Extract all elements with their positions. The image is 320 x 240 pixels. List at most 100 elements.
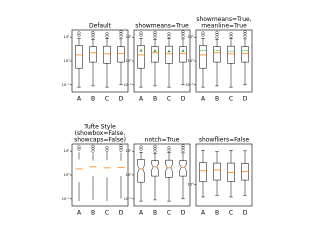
flier <box>153 146 157 150</box>
flier <box>105 34 109 38</box>
y-tick-label: 10¹ <box>64 35 70 39</box>
flier <box>181 146 185 150</box>
flier <box>201 31 205 35</box>
x-tick-label: C <box>105 96 109 103</box>
chart-title: notch=True <box>145 137 180 144</box>
box <box>151 160 159 177</box>
chart-title: showcaps=False) <box>74 137 126 144</box>
flier <box>105 146 109 150</box>
chart-title: Tufte Style <box>83 124 116 131</box>
x-tick-label: D <box>181 96 186 103</box>
x-tick-label: B <box>215 210 219 217</box>
flier <box>139 31 143 35</box>
box <box>213 162 221 181</box>
flier <box>153 144 157 148</box>
y-tick-label: 10⁰ <box>126 59 132 63</box>
box <box>117 46 125 63</box>
flier <box>181 34 185 38</box>
x-tick-label: B <box>91 96 95 103</box>
flier <box>181 30 185 34</box>
flier <box>153 35 157 39</box>
flier <box>153 149 157 153</box>
flier <box>91 146 95 150</box>
flier <box>229 34 233 38</box>
flier <box>167 32 171 36</box>
chart-title: showmeans=True <box>135 23 189 30</box>
flier <box>119 144 123 148</box>
flier <box>105 148 109 152</box>
flier <box>77 145 81 149</box>
flier <box>201 33 205 37</box>
x-tick-label: B <box>153 96 157 103</box>
flier <box>119 148 123 152</box>
box <box>199 45 207 69</box>
y-tick-label: 10¹ <box>126 35 132 39</box>
box <box>165 159 173 178</box>
flier <box>77 31 81 35</box>
flier <box>167 146 171 150</box>
flier <box>167 148 171 152</box>
flier <box>215 35 219 39</box>
flier <box>91 32 95 36</box>
box <box>227 45 235 64</box>
y-tick-label: 10⁻¹ <box>124 83 132 87</box>
box <box>75 45 83 69</box>
flier <box>119 30 123 34</box>
flier <box>167 34 171 38</box>
box <box>137 45 145 69</box>
x-tick-label: D <box>119 210 124 217</box>
x-tick-label: C <box>229 96 233 103</box>
x-tick-label: C <box>229 210 233 217</box>
chart-title: Default <box>89 23 112 30</box>
x-tick-label: A <box>77 210 82 217</box>
x-tick-label: B <box>215 96 219 103</box>
mean-marker <box>139 48 143 52</box>
chart-title: showfliers=False <box>199 137 250 144</box>
flier <box>243 32 247 36</box>
flier <box>119 146 123 150</box>
flier <box>139 147 143 151</box>
flier <box>119 34 123 38</box>
flier <box>77 147 81 151</box>
box <box>89 46 97 63</box>
y-tick-label: 10⁻¹ <box>62 83 70 87</box>
box <box>241 46 249 63</box>
chart-title: meanline=True <box>201 23 247 30</box>
y-tick-label: 10¹ <box>188 35 194 39</box>
box <box>213 46 221 63</box>
y-tick-label: 10⁰ <box>188 59 194 63</box>
x-tick-label: A <box>139 210 144 217</box>
x-tick-label: B <box>153 210 157 217</box>
x-tick-label: C <box>167 210 171 217</box>
y-tick-label: 10⁰ <box>64 59 70 63</box>
page: {"chart_data": [ {"type": "boxplot", "ti… <box>61 16 253 217</box>
x-tick-label: D <box>181 210 186 217</box>
flier <box>153 30 157 34</box>
flier <box>215 30 219 34</box>
box <box>137 159 145 183</box>
flier <box>77 33 81 37</box>
y-tick-label: 10⁻¹ <box>62 197 70 201</box>
x-tick-label: A <box>201 96 206 103</box>
flier <box>181 144 185 148</box>
box <box>151 46 159 63</box>
y-tick-label: 10⁻¹ <box>124 197 132 201</box>
y-tick-label: 10⁻¹ <box>186 83 194 87</box>
x-tick-label: A <box>77 96 82 103</box>
axes-frame <box>71 29 129 93</box>
x-tick-label: C <box>105 210 109 217</box>
axes-frame <box>71 143 129 207</box>
box <box>165 45 173 64</box>
flier <box>229 32 233 36</box>
box <box>179 46 187 63</box>
x-tick-label: D <box>119 96 124 103</box>
axes-frame <box>133 143 191 207</box>
y-tick-label: 10⁰ <box>64 173 70 177</box>
box <box>199 162 207 182</box>
axes-frame <box>133 29 191 93</box>
flier <box>181 32 185 36</box>
y-tick-label: 10⁰ <box>126 173 132 177</box>
flier <box>139 145 143 149</box>
flier <box>243 34 247 38</box>
